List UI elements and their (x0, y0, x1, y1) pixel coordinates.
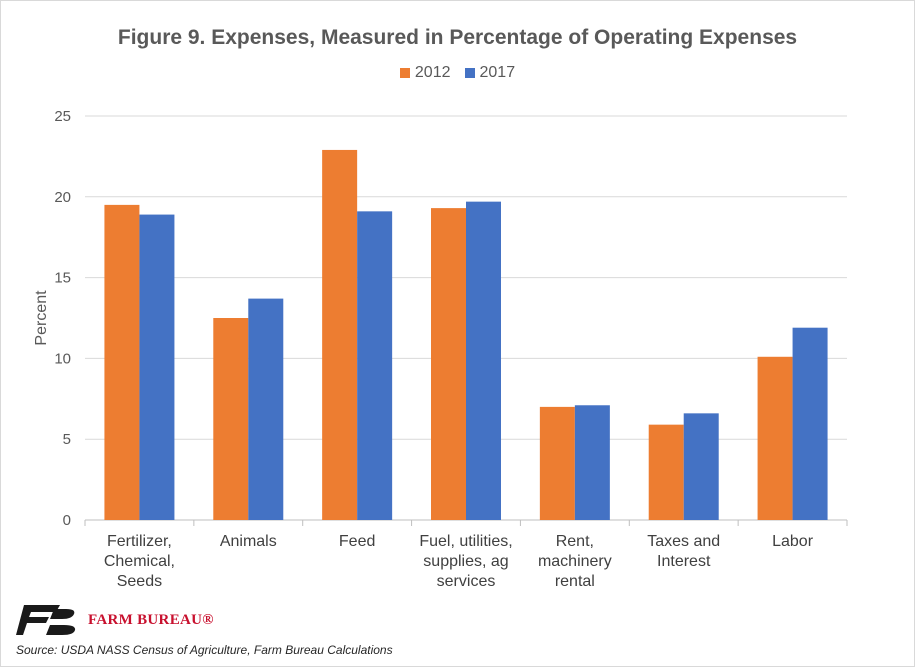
bar-2012 (539, 406, 575, 520)
y-tick-label: 15 (54, 270, 71, 287)
bar-2012 (757, 356, 793, 520)
x-category-label: Rent, machinery rental (538, 533, 612, 590)
chart-title: Figure 9. Expenses, Measured in Percenta… (117, 26, 798, 49)
bar-2017 (248, 298, 284, 520)
farm-bureau-emblem-icon (16, 605, 76, 635)
x-category-label: Feed (339, 533, 375, 550)
y-tick-label: 0 (63, 512, 71, 529)
legend: 2012 2017 (0, 64, 915, 82)
source-note: Source: USDA NASS Census of Agriculture,… (16, 643, 393, 657)
legend-swatch-2012 (399, 68, 410, 78)
bar-2017 (683, 413, 719, 520)
farm-bureau-logo: FARM BUREAU® (16, 603, 214, 637)
bar-2012 (648, 424, 684, 520)
legend-item-2017: 2017 (464, 64, 516, 82)
bar-2012 (104, 204, 140, 520)
x-category-label: Taxes and Interest (647, 533, 720, 570)
x-category-label: Animals (220, 533, 277, 550)
farm-bureau-wordmark: FARM BUREAU® (88, 611, 214, 628)
legend-item-2012: 2012 (399, 64, 451, 82)
legend-label-2017: 2017 (479, 64, 516, 81)
y-tick-label: 5 (63, 431, 71, 448)
legend-label-2012: 2012 (414, 64, 451, 81)
bar-2012 (322, 149, 358, 520)
bar-2017 (139, 214, 175, 521)
x-category-label: Labor (772, 533, 814, 550)
bar-2017 (792, 327, 828, 520)
y-axis-title: Percent (33, 290, 50, 346)
y-tick-label: 10 (54, 350, 71, 367)
bar-2012 (213, 318, 249, 520)
x-category-label: Fuel, utilities, supplies, ag services (419, 533, 512, 590)
y-tick-label: 20 (54, 189, 71, 206)
bar-2017 (466, 201, 501, 520)
bar-2017 (574, 405, 610, 520)
y-tick-label: 25 (54, 108, 71, 125)
x-category-label: Fertilizer, Chemical, Seeds (104, 533, 175, 590)
bar-2017 (357, 211, 393, 520)
bar-2012 (431, 208, 466, 520)
legend-swatch-2017 (464, 68, 475, 78)
